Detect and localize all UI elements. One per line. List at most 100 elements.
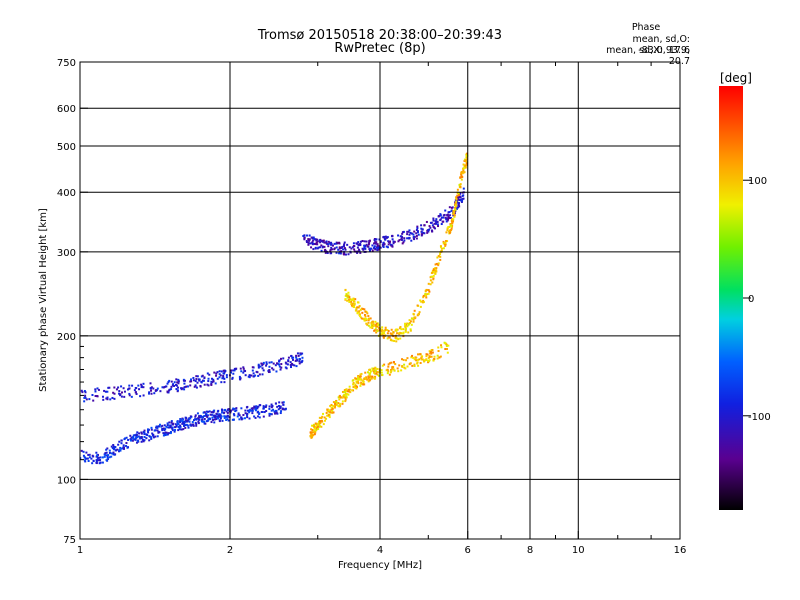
data-point — [365, 318, 368, 321]
data-point — [210, 421, 213, 424]
data-point — [265, 410, 268, 413]
data-point — [227, 408, 230, 411]
data-point — [367, 319, 370, 322]
data-point — [349, 251, 352, 254]
data-point — [381, 364, 384, 367]
colorbar — [719, 86, 743, 510]
data-point — [380, 369, 383, 372]
data-point — [227, 419, 230, 422]
data-point — [366, 371, 369, 374]
data-point — [382, 246, 385, 249]
data-point — [281, 401, 284, 404]
data-point — [413, 309, 416, 312]
data-point — [387, 365, 390, 368]
data-point — [185, 420, 188, 423]
data-point — [347, 294, 350, 297]
data-point — [345, 388, 348, 391]
data-point — [378, 323, 381, 326]
data-point — [363, 313, 366, 316]
data-point — [327, 243, 330, 246]
data-point — [352, 383, 355, 386]
data-point — [420, 233, 423, 236]
data-point — [443, 213, 446, 216]
data-point — [300, 360, 303, 363]
data-point — [321, 240, 324, 243]
data-point — [383, 243, 386, 246]
data-point — [179, 420, 182, 423]
data-point — [176, 389, 179, 392]
data-point — [343, 395, 346, 398]
data-point — [171, 429, 174, 432]
data-point — [122, 387, 125, 390]
data-point — [167, 391, 170, 394]
data-point — [314, 422, 317, 425]
data-point — [369, 372, 372, 375]
data-point — [455, 196, 458, 199]
data-point — [262, 369, 265, 372]
data-point — [271, 367, 274, 370]
data-point — [387, 363, 390, 366]
data-point — [341, 390, 344, 393]
data-point — [130, 395, 133, 398]
data-point — [386, 372, 389, 375]
data-point — [446, 351, 449, 354]
data-point — [238, 418, 241, 421]
data-point — [392, 331, 395, 334]
data-point — [223, 377, 226, 380]
data-point — [350, 247, 353, 250]
data-point — [87, 459, 90, 462]
data-point — [373, 245, 376, 248]
data-point — [437, 350, 440, 353]
data-point — [278, 404, 281, 407]
data-point — [406, 233, 409, 236]
data-point — [359, 316, 362, 319]
data-point — [218, 370, 221, 373]
data-point — [394, 337, 397, 340]
data-point — [120, 447, 123, 450]
data-point — [203, 411, 206, 414]
data-point — [335, 246, 338, 249]
data-point — [370, 377, 373, 380]
data-point — [226, 418, 229, 421]
data-point — [449, 224, 452, 227]
data-point — [403, 363, 406, 366]
data-point — [374, 375, 377, 378]
data-point — [408, 229, 411, 232]
data-point — [362, 380, 365, 383]
data-point — [444, 342, 447, 345]
data-point — [280, 410, 283, 413]
data-point — [446, 227, 449, 230]
data-point — [274, 402, 277, 405]
data-point — [150, 428, 153, 431]
data-point — [465, 154, 468, 157]
data-point — [360, 372, 363, 375]
y-axis-title: Stationary phase Virtual Height [km] — [38, 208, 49, 392]
data-point — [403, 366, 406, 369]
data-point — [190, 378, 193, 381]
data-point — [376, 247, 379, 250]
data-point — [453, 214, 456, 217]
data-point — [347, 393, 350, 396]
data-point — [415, 229, 418, 232]
data-point — [345, 389, 348, 392]
data-point — [333, 242, 336, 245]
data-point — [219, 413, 222, 416]
data-point — [251, 409, 254, 412]
data-point — [98, 459, 101, 462]
data-point — [127, 438, 130, 441]
data-point — [465, 158, 468, 161]
data-point — [459, 192, 462, 195]
data-point — [442, 240, 445, 243]
data-point — [358, 377, 361, 380]
data-point — [352, 386, 355, 389]
data-point — [458, 183, 461, 186]
data-point — [323, 416, 326, 419]
data-point — [350, 300, 353, 303]
data-point — [408, 233, 411, 236]
data-point — [270, 409, 273, 412]
data-point — [359, 373, 362, 376]
data-point — [420, 227, 423, 230]
data-point — [356, 242, 359, 245]
data-point — [128, 392, 131, 395]
data-point — [433, 222, 436, 225]
